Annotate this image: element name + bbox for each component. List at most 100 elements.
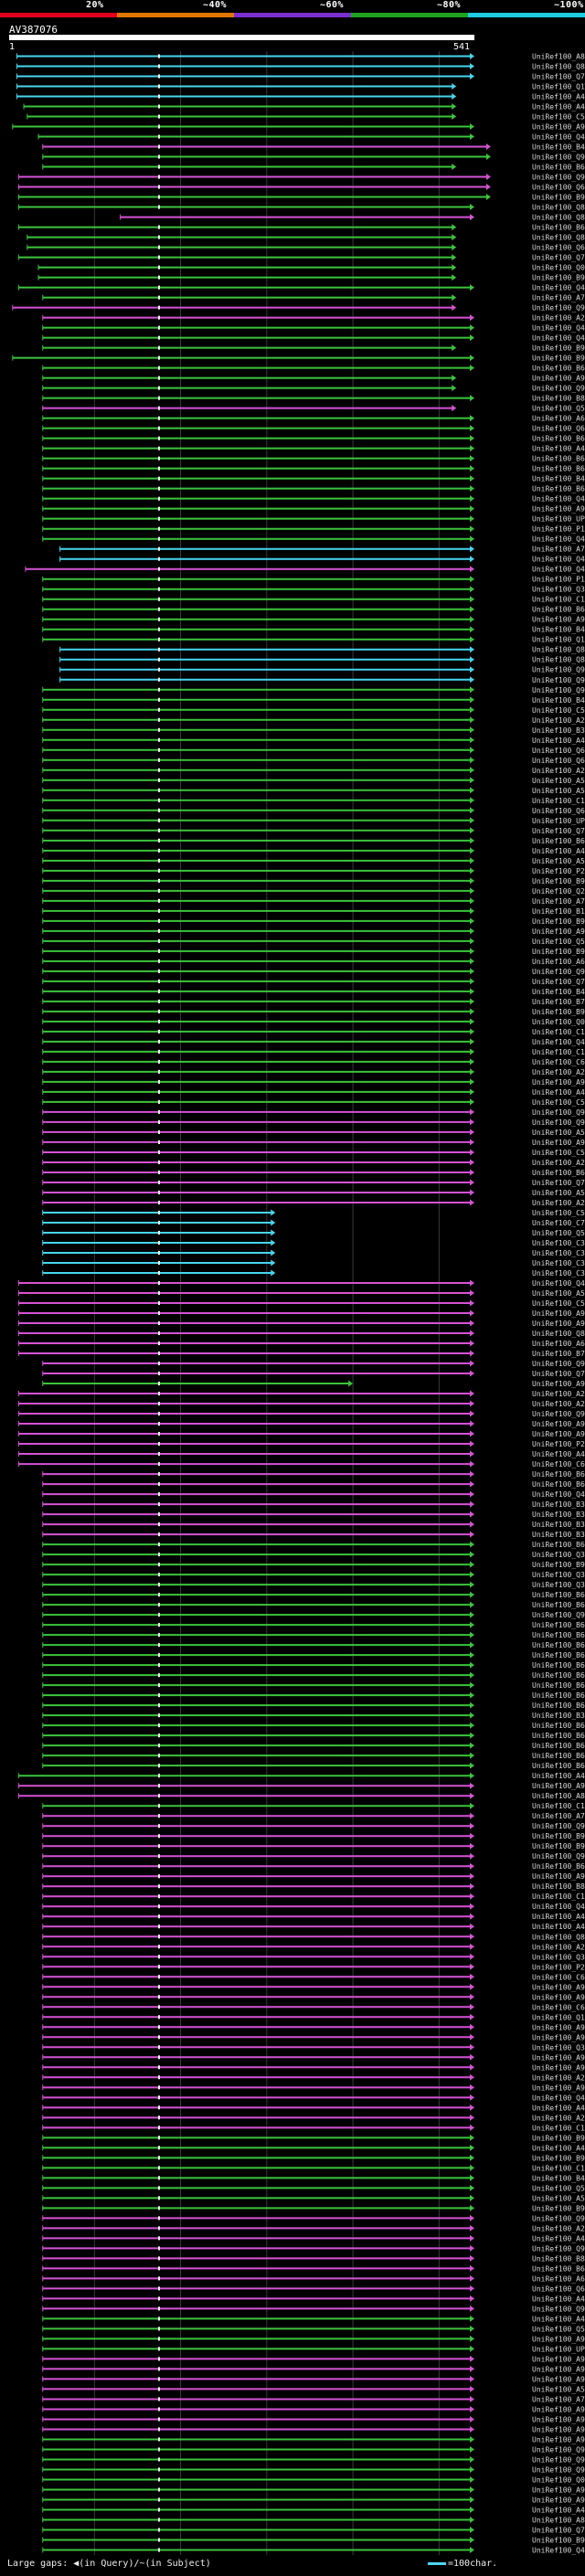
gap-marker — [158, 1844, 161, 1849]
hit-arrow — [470, 2315, 474, 2322]
hit-label: UniRef100_C1K3B4 — [532, 2164, 585, 2172]
footer: Large gaps: ◀(in Query)/~(in Subject) =1… — [7, 2559, 497, 2569]
hit-label: UniRef100_C5VA63 — [532, 1299, 585, 1308]
gap-marker — [158, 1663, 161, 1668]
hit-arrow — [470, 2264, 474, 2272]
alignment-plot: UniRef100_A8IS50 UniRef100_Q84V02 UniRef10… — [12, 51, 585, 2555]
legend-swatch — [0, 13, 117, 17]
gap-marker — [158, 1502, 161, 1507]
hit-arrow — [470, 2134, 474, 2141]
hit-arrow — [470, 1169, 474, 1176]
hit-arrow — [470, 1500, 474, 1508]
hit-arrow — [470, 1028, 474, 1035]
hit-label: UniRef100_B3VV82 — [532, 1521, 585, 1529]
hit-arrow — [470, 2496, 474, 2503]
hit-arrow — [470, 1631, 474, 1638]
hit-arrow — [470, 2305, 474, 2312]
hit-label: UniRef100_A4QPN9 — [532, 1088, 585, 1097]
gap-marker — [158, 2035, 161, 2040]
hit-label: UniRef100_Q9AWT1 — [532, 666, 585, 674]
hit-label: UniRef100_A9NQF7 — [532, 1380, 585, 1388]
gap-marker — [158, 868, 161, 873]
hit-arrow — [470, 2164, 474, 2171]
hit-label: UniRef100_Q70AC6 — [532, 978, 585, 986]
hit-label: UniRef100_B4FV94 — [532, 696, 585, 705]
gap-marker — [158, 2316, 161, 2321]
gap-marker — [158, 1643, 161, 1648]
hit-label: UniRef100_B6TNZ8 — [532, 837, 585, 845]
hit-label: UniRef100_B6D214 — [532, 1762, 585, 1770]
hit-label: UniRef100_A4QLL6 — [532, 2506, 585, 2514]
hit-label: UniRef100_A9T3S9 — [532, 2375, 585, 2383]
hit-label: UniRef100_B9RMT5 — [532, 345, 585, 353]
gap-marker — [158, 2085, 161, 2090]
gap-marker — [158, 205, 161, 209]
gap-marker — [158, 828, 161, 832]
gap-marker — [158, 647, 161, 652]
hit-label: UniRef100_A5AEK1 — [532, 2385, 585, 2393]
hit-arrow — [470, 1390, 474, 1397]
hit-arrow — [470, 938, 474, 945]
hit-arrow — [470, 1118, 474, 1126]
hit-label: UniRef100_B9T5J6 — [532, 1561, 585, 1569]
gap-marker — [158, 1362, 161, 1366]
gap-marker — [158, 2125, 161, 2130]
gap-marker — [158, 1713, 161, 1718]
gap-marker — [158, 747, 161, 752]
gap-marker — [158, 1099, 161, 1104]
footer-scale: =100char. — [428, 2559, 497, 2569]
hit-arrow — [470, 1320, 474, 1327]
hit-arrow — [470, 646, 474, 653]
gap-marker — [158, 345, 161, 350]
hit-arrow — [470, 53, 474, 60]
gap-marker — [158, 1985, 161, 1989]
gap-marker — [158, 2236, 161, 2241]
hit-label: UniRef100_B4FVT3 — [532, 143, 585, 152]
gap-marker — [158, 366, 161, 370]
hit-arrow — [470, 1159, 474, 1166]
gap-marker — [158, 557, 161, 561]
hit-arrow — [470, 686, 474, 694]
gap-marker — [158, 225, 161, 229]
hit-label: UniRef100_A4URF4 — [532, 445, 585, 453]
hit-label: UniRef100_B9GZ08 — [532, 2154, 585, 2162]
gap-marker — [158, 1613, 161, 1617]
hit-arrow — [470, 2375, 474, 2382]
hit-label: UniRef100_Q8LKZ0 — [532, 646, 585, 654]
hit-arrow — [470, 1360, 474, 1367]
gap-marker — [158, 2377, 161, 2381]
hit-arrow — [470, 465, 474, 472]
hit-label: UniRef100_B6T037 — [532, 1169, 585, 1177]
legend-swatch — [117, 13, 234, 17]
gap-marker — [158, 466, 161, 471]
hit-arrow — [452, 385, 457, 392]
hit-arrow — [470, 616, 474, 623]
hit-arrow — [470, 837, 474, 844]
gap-marker — [158, 858, 161, 863]
gap-marker — [158, 1733, 161, 1738]
hit-label: UniRef100_Q3B9V1 — [532, 586, 585, 594]
hit-label: UniRef100_B4FYB1 — [532, 475, 585, 483]
hit-arrow — [470, 2546, 474, 2553]
hit-arrow — [452, 113, 457, 121]
gap-marker — [158, 2487, 161, 2492]
gap-marker — [158, 335, 161, 340]
gap-marker — [158, 496, 161, 501]
hit-label: UniRef100_Q6YVV2 — [532, 807, 585, 815]
hit-label: UniRef100_B6TAV9 — [532, 465, 585, 473]
hit-label: UniRef100_Q9ZW98 — [532, 1360, 585, 1368]
hit-arrow — [470, 1189, 474, 1196]
hit-arrow — [470, 1641, 474, 1648]
gap-marker — [158, 1432, 161, 1436]
gap-marker — [158, 878, 161, 883]
gap-marker — [158, 1623, 161, 1627]
hit-arrow — [470, 2244, 474, 2252]
hit-arrow — [470, 2335, 474, 2342]
gap-marker — [158, 567, 161, 571]
hit-label: UniRef100_A4QPK9 — [532, 2295, 585, 2303]
hit-label: UniRef100_Q9C868 — [532, 2244, 585, 2253]
gap-marker — [158, 1522, 161, 1527]
hit-arrow — [470, 1018, 474, 1025]
gap-marker — [158, 1532, 161, 1537]
hit-label: UniRef100_B6UMV5 — [532, 435, 585, 443]
